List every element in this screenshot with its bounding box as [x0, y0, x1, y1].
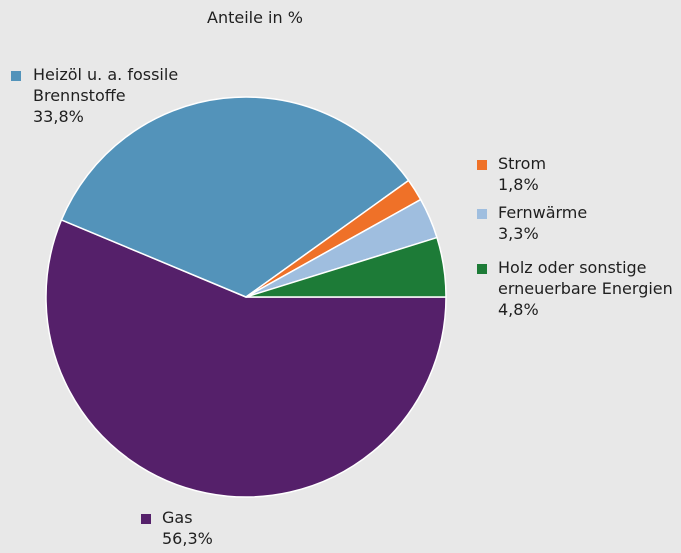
slice-value-holz: 4,8% — [498, 300, 539, 319]
slice-label-holz: Holz oder sonstige erneuerbare Energien … — [498, 257, 673, 320]
slice-label-oil: Heizöl u. a. fossile Brennstoffe 33,8% — [33, 64, 178, 127]
legend-swatch-holz — [477, 264, 487, 274]
slice-label-gas-name: Gas — [162, 508, 193, 527]
legend-swatch-gas — [141, 514, 151, 524]
pie-slice-gas — [45, 219, 447, 498]
slice-label-strom: Strom 1,8% — [498, 153, 546, 195]
slice-label-oil-line-1: Heizöl u. a. fossile — [33, 65, 179, 84]
slice-value-strom: 1,8% — [498, 175, 539, 194]
slice-label-holz-line-2: erneuerbare Energien — [498, 279, 673, 298]
slice-value-fern: 3,3% — [498, 224, 539, 243]
legend-swatch-strom — [477, 160, 487, 170]
pie-slice-holz — [245, 236, 447, 298]
slice-label-gas: Gas 56,3% — [162, 507, 213, 549]
legend-swatch-oil — [11, 71, 21, 81]
slice-label-fern: Fernwärme 3,3% — [498, 202, 587, 244]
slice-value-gas: 56,3% — [162, 529, 213, 548]
slice-label-strom-name: Strom — [498, 154, 547, 173]
slice-value-oil: 33,8% — [33, 107, 84, 126]
chart-subtitle: Anteile in % — [207, 8, 303, 27]
legend-swatch-fern — [477, 209, 487, 219]
slice-label-oil-line-2: Brennstoffe — [33, 86, 126, 105]
slice-label-fern-name: Fernwärme — [498, 203, 588, 222]
slice-label-holz-line-1: Holz oder sonstige — [498, 258, 647, 277]
pie-slice-oil — [60, 96, 410, 298]
